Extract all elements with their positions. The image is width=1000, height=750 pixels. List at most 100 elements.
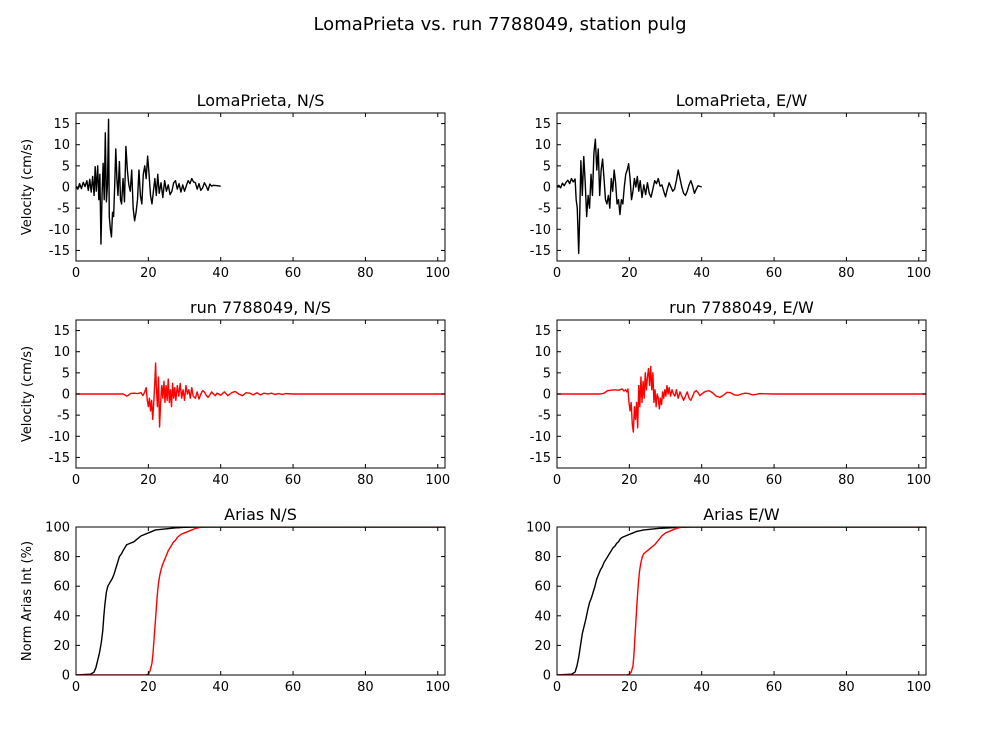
x-tick-label-lp-ew: 0: [553, 266, 561, 281]
y-axis-label-lp-ns: Velocity (cm/s): [20, 139, 35, 235]
x-tick-label-lp-ns: 0: [72, 266, 80, 281]
x-tick-label-arias-ew: 40: [693, 680, 710, 695]
x-tick-label-lp-ew: 20: [621, 266, 638, 281]
y-tick-label-run-ew: -5: [538, 409, 551, 424]
x-tick-label-run-ns: 60: [285, 473, 302, 488]
series-line-arias-ns-1: [76, 527, 445, 675]
x-tick-label-run-ns: 80: [357, 473, 374, 488]
x-tick-label-arias-ew: 100: [906, 680, 931, 695]
x-tick-label-run-ew: 0: [553, 473, 561, 488]
y-tick-label-arias-ew: 40: [534, 609, 551, 624]
series-line-run-ew-0: [557, 365, 926, 433]
x-tick-label-run-ew: 100: [906, 473, 931, 488]
y-tick-label-lp-ew: 5: [543, 159, 551, 174]
plot-frame-arias-ns: [75, 526, 446, 676]
x-tick-label-run-ns: 20: [140, 473, 157, 488]
x-tick-label-lp-ns: 20: [140, 266, 157, 281]
x-tick-label-run-ns: 40: [212, 473, 229, 488]
chart-run-ns: 0 20 40 60 80 100 -15 -10 -5 0 5 10 15 run 7788049, N…: [20, 298, 450, 488]
y-tick-label-arias-ns: 60: [53, 580, 70, 595]
x-tick-label-lp-ew: 80: [838, 266, 855, 281]
subplot-title-arias-ew: Arias E/W: [703, 505, 780, 524]
subplot-title-run-ew: run 7788049, E/W: [669, 298, 814, 317]
x-tick-label-lp-ew: 60: [766, 266, 783, 281]
y-tick-label-arias-ew: 80: [534, 550, 551, 565]
plot-frame-arias-ew: [556, 526, 927, 676]
x-tick-label-lp-ns: 40: [212, 266, 229, 281]
y-tick-label-arias-ns: 40: [53, 609, 70, 624]
chart-run-ew: 0 20 40 60 80 100 -15 -10 -5 0 5 10 15 run 7788049, E…: [530, 298, 931, 488]
y-tick-label-arias-ns: 100: [45, 521, 70, 536]
y-tick-label-lp-ew: -15: [530, 244, 551, 259]
x-tick-label-arias-ns: 100: [425, 680, 450, 695]
y-tick-label-lp-ns: 0: [62, 181, 70, 196]
x-tick-label-arias-ns: 20: [140, 680, 157, 695]
y-tick-label-arias-ns: 80: [53, 550, 70, 565]
x-tick-label-arias-ns: 40: [212, 680, 229, 695]
y-tick-label-run-ew: -10: [530, 430, 551, 445]
y-tick-label-run-ew: -15: [530, 451, 551, 466]
x-tick-label-lp-ns: 80: [357, 266, 374, 281]
y-tick-label-run-ns: 15: [53, 324, 70, 339]
y-tick-label-run-ns: -5: [57, 409, 70, 424]
x-tick-label-run-ns: 0: [72, 473, 80, 488]
y-tick-label-run-ns: -15: [49, 451, 70, 466]
series-line-lp-ew-0: [557, 138, 702, 255]
subplot-title-run-ns: run 7788049, N/S: [190, 298, 331, 317]
y-axis-label-run-ns: Velocity (cm/s): [20, 346, 35, 442]
y-tick-label-lp-ew: 0: [543, 181, 551, 196]
chart-lp-ns: 0 20 40 60 80 100 -15 -10 -5 0 5 10 15 LomaPrieta, N/…: [20, 91, 450, 281]
y-tick-label-lp-ns: 5: [62, 159, 70, 174]
x-tick-label-arias-ew: 60: [766, 680, 783, 695]
series-line-arias-ew-1: [557, 527, 926, 675]
x-tick-label-lp-ns: 100: [425, 266, 450, 281]
y-tick-label-run-ew: 10: [534, 345, 551, 360]
subplot-title-arias-ns: Arias N/S: [224, 505, 297, 524]
series-line-lp-ns-0: [76, 118, 221, 245]
x-tick-label-run-ew: 60: [766, 473, 783, 488]
y-axis-label-arias-ns: Norm Arias Int (%): [20, 541, 35, 661]
x-tick-label-arias-ns: 80: [357, 680, 374, 695]
x-tick-label-lp-ew: 100: [906, 266, 931, 281]
y-tick-label-lp-ns: -10: [49, 223, 70, 238]
y-tick-label-lp-ns: -5: [57, 202, 70, 217]
y-tick-label-lp-ew: 15: [534, 117, 551, 132]
y-tick-label-arias-ns: 20: [53, 639, 70, 654]
y-tick-label-lp-ns: 15: [53, 117, 70, 132]
y-tick-label-lp-ew: 10: [534, 138, 551, 153]
y-tick-label-lp-ew: -10: [530, 223, 551, 238]
y-tick-label-arias-ew: 60: [534, 580, 551, 595]
x-tick-label-arias-ew: 20: [621, 680, 638, 695]
y-tick-label-arias-ew: 100: [526, 521, 551, 536]
series-line-run-ns-0: [76, 362, 445, 428]
chart-lp-ew: 0 20 40 60 80 100 -15 -10 -5 0 5 10 15 LomaPrieta, E/…: [530, 91, 931, 281]
y-tick-label-run-ns: -10: [49, 430, 70, 445]
x-tick-label-run-ew: 40: [693, 473, 710, 488]
y-tick-label-lp-ns: -15: [49, 244, 70, 259]
y-tick-label-run-ew: 15: [534, 324, 551, 339]
x-tick-label-arias-ns: 60: [285, 680, 302, 695]
y-tick-label-arias-ew: 0: [543, 669, 551, 684]
y-tick-label-run-ns: 0: [62, 388, 70, 403]
x-tick-label-lp-ew: 40: [693, 266, 710, 281]
y-tick-label-run-ew: 5: [543, 366, 551, 381]
x-tick-label-run-ew: 20: [621, 473, 638, 488]
x-tick-label-run-ns: 100: [425, 473, 450, 488]
x-tick-label-arias-ew: 80: [838, 680, 855, 695]
y-tick-label-arias-ns: 0: [62, 669, 70, 684]
x-tick-label-arias-ns: 0: [72, 680, 80, 695]
chart-arias-ns: 0 20 40 60 80 100 0 20 40 60 80 100 Arias N/S Norm Ar…: [20, 505, 450, 695]
y-tick-label-arias-ew: 20: [534, 639, 551, 654]
y-tick-label-lp-ns: 10: [53, 138, 70, 153]
y-tick-label-run-ns: 5: [62, 366, 70, 381]
chart-arias-ew: 0 20 40 60 80 100 0 20 40 60 80 100 Arias E/W: [526, 505, 931, 695]
subplot-title-lp-ns: LomaPrieta, N/S: [197, 91, 325, 110]
subplot-title-lp-ew: LomaPrieta, E/W: [676, 91, 808, 110]
series-line-arias-ns-0: [76, 527, 445, 675]
y-tick-label-run-ns: 10: [53, 345, 70, 360]
y-tick-label-lp-ew: -5: [538, 202, 551, 217]
figure-title: LomaPrieta vs. run 7788049, station pulg: [313, 14, 686, 35]
x-tick-label-arias-ew: 0: [553, 680, 561, 695]
